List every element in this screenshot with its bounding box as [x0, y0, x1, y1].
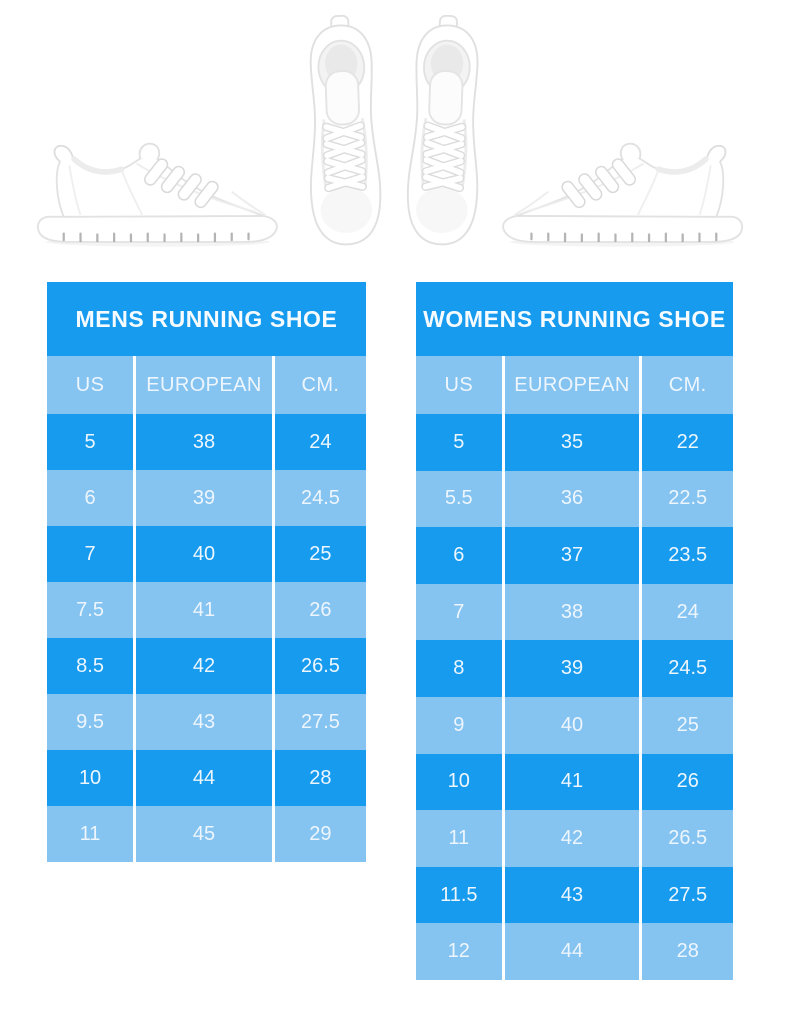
cell-us: 9 [453, 713, 465, 736]
cell-cm: 26.5 [271, 638, 366, 694]
product-images [0, 0, 795, 270]
cell-cm: 24.5 [271, 470, 366, 526]
column-header-us: US [444, 373, 474, 396]
cell-us: 10 [447, 770, 470, 793]
cell-cm: 22 [639, 414, 733, 471]
size-row: 10 44 28 [47, 750, 366, 806]
cell-european: 39 [133, 470, 272, 526]
cell-european: 44 [133, 750, 272, 806]
cell-us: 9.5 [76, 710, 104, 733]
cell-cm: 25 [271, 526, 366, 582]
cell-european: 37 [501, 527, 640, 584]
cell-european: 38 [133, 414, 272, 470]
running-shoe-side-view-left-image [32, 118, 284, 254]
cell-cm: 24 [639, 583, 733, 641]
column-header-cm: CM. [271, 356, 366, 414]
cell-cm: 25 [639, 696, 733, 754]
cell-european: 38 [501, 583, 640, 641]
womens-chart-title: WOMENS RUNNING SHOE [416, 282, 733, 356]
cell-european: 43 [133, 694, 272, 750]
cell-european: 45 [133, 806, 272, 862]
cell-european: 35 [501, 414, 640, 471]
cell-us: 8.5 [76, 654, 104, 677]
cell-european: 42 [501, 810, 640, 867]
size-row: 8 39 24.5 [416, 640, 733, 697]
cell-us: 8 [453, 657, 465, 680]
size-row: 5 38 24 [47, 414, 366, 470]
cell-cm: 27.5 [639, 866, 733, 924]
cell-cm: 28 [271, 750, 366, 806]
size-row: 9.5 43 27.5 [47, 694, 366, 750]
cell-us: 11 [448, 826, 470, 849]
size-row: 9 40 25 [416, 696, 733, 754]
cell-cm: 28 [639, 923, 733, 980]
cell-cm: 26 [639, 753, 733, 811]
size-row: 5 35 22 [416, 414, 733, 471]
cell-cm: 26.5 [639, 810, 733, 867]
size-row: 11.5 43 27.5 [416, 866, 733, 924]
cell-european: 44 [501, 923, 640, 980]
size-row: 11 45 29 [47, 806, 366, 862]
cell-us: 5 [84, 430, 96, 453]
running-shoe-side-view-right-image [496, 118, 748, 254]
cell-us: 5.5 [444, 487, 473, 510]
column-header-us: US [75, 373, 105, 396]
womens-header-row: US EUROPEAN CM. [416, 356, 733, 414]
cell-cm: 26 [271, 582, 366, 638]
running-shoes-top-view-pair-image [296, 8, 496, 258]
cell-us: 11.5 [440, 883, 478, 906]
cell-european: 40 [501, 696, 640, 754]
mens-size-chart: MENS RUNNING SHOE US EUROPEAN CM. 5 38 2… [47, 282, 366, 862]
cell-cm: 27.5 [271, 694, 366, 750]
size-row: 10 41 26 [416, 753, 733, 811]
size-row: 12 44 28 [416, 923, 733, 980]
cell-us: 5 [453, 430, 465, 453]
size-row: 5.5 36 22.5 [416, 470, 733, 528]
size-row: 8.5 42 26.5 [47, 638, 366, 694]
cell-us: 7 [453, 600, 465, 623]
size-row: 7 40 25 [47, 526, 366, 582]
column-header-cm: CM. [639, 356, 733, 414]
cell-us: 10 [78, 766, 102, 789]
column-header-european: EUROPEAN [133, 356, 272, 414]
column-header-european: EUROPEAN [501, 356, 640, 414]
mens-chart-title: MENS RUNNING SHOE [47, 282, 366, 356]
size-row: 11 42 26.5 [416, 810, 733, 867]
cell-cm: 23.5 [639, 527, 733, 584]
cell-us: 12 [447, 940, 470, 963]
cell-european: 36 [501, 470, 640, 528]
size-row: 7 38 24 [416, 583, 733, 641]
cell-us: 7 [84, 542, 96, 565]
cell-european: 40 [133, 526, 272, 582]
mens-header-row: US EUROPEAN CM. [47, 356, 366, 414]
cell-cm: 24 [271, 414, 366, 470]
cell-cm: 24.5 [639, 640, 733, 697]
cell-us: 7.5 [76, 598, 104, 621]
cell-us: 11 [79, 822, 101, 845]
size-row: 7.5 41 26 [47, 582, 366, 638]
womens-size-chart: WOMENS RUNNING SHOE US EUROPEAN CM. 5 35… [416, 282, 733, 980]
cell-european: 41 [501, 753, 640, 811]
mens-size-grid: US EUROPEAN CM. 5 38 24 6 39 24.5 7 40 2… [47, 356, 366, 862]
cell-cm: 29 [271, 806, 366, 862]
womens-size-grid: US EUROPEAN CM. 5 35 22 5.5 36 22.5 6 37… [416, 356, 733, 980]
cell-cm: 22.5 [639, 470, 733, 528]
cell-european: 41 [133, 582, 272, 638]
cell-european: 42 [133, 638, 272, 694]
size-row: 6 37 23.5 [416, 527, 733, 584]
cell-us: 6 [84, 486, 96, 509]
cell-us: 6 [453, 543, 465, 566]
size-row: 6 39 24.5 [47, 470, 366, 526]
cell-european: 43 [501, 866, 640, 924]
cell-european: 39 [501, 640, 640, 697]
